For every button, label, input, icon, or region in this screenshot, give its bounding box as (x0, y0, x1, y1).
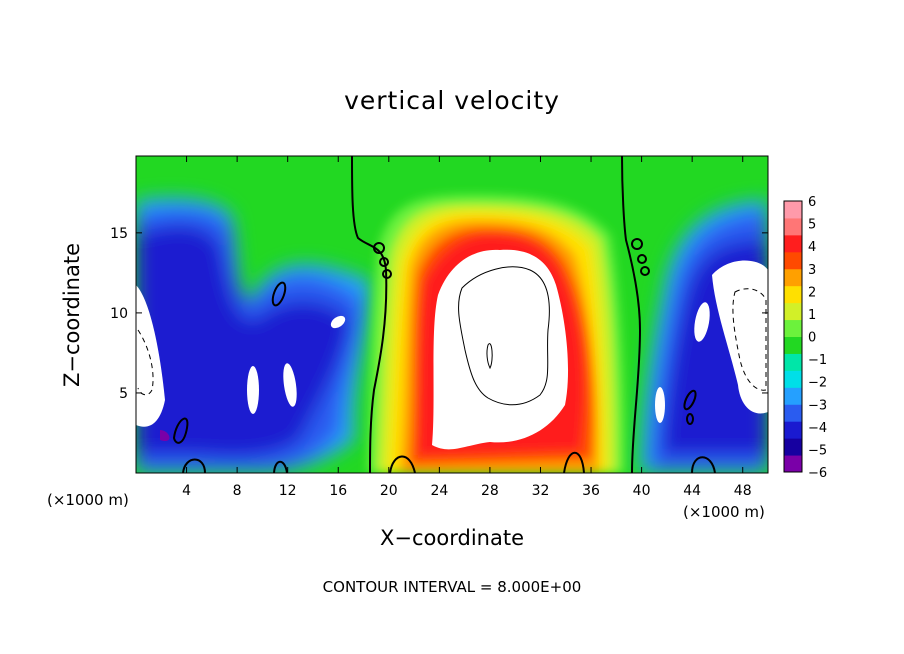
plot-frame (135, 155, 769, 474)
x-tick-label: 48 (734, 483, 752, 499)
colorbar-swatch (784, 336, 802, 354)
colorbar-swatch (784, 387, 802, 405)
colorbar-tick-label: −1 (808, 353, 827, 368)
colorbar-tick-label: −3 (808, 398, 827, 413)
x-tick-label: 40 (633, 483, 651, 499)
x-tick-label: 12 (279, 483, 297, 499)
y-tick-label: 10 (110, 306, 128, 322)
contour-interval-label: CONTOUR INTERVAL = 8.000E+00 (322, 578, 582, 596)
zero-contours (172, 156, 716, 473)
colorbar-swatch (784, 217, 802, 236)
colorbar-swatch (784, 438, 802, 456)
colorbar-tick-label: 3 (808, 263, 816, 278)
colorbar-tick-label: −6 (808, 466, 827, 481)
colorbar-swatch (784, 404, 802, 422)
left-downdraft (136, 197, 371, 473)
x-tick-label: 4 (182, 483, 191, 499)
y-tick-label: 5 (119, 386, 128, 402)
colorbar-tick-label: 2 (808, 285, 816, 300)
left-downdraft-core (136, 285, 346, 442)
colorbar-swatch (784, 353, 802, 371)
colorbar-tick-label: −2 (808, 376, 827, 391)
x-axis-label: X−coordinate (380, 526, 524, 550)
colorbar-swatch (784, 421, 802, 439)
x-tick-label: 24 (430, 483, 448, 499)
velocity-field (136, 156, 768, 473)
x-tick-label: 28 (481, 483, 499, 499)
x-unit-label-right: (×1000 m) (683, 503, 765, 521)
chart-title: vertical velocity (344, 86, 560, 115)
x-tick-label: 16 (329, 483, 347, 499)
colorbar-swatch (784, 302, 802, 321)
x-tick-label: 36 (582, 483, 600, 499)
colorbar-swatch (784, 285, 802, 304)
x-tick-label: 44 (683, 483, 701, 499)
colorbar-swatch (784, 455, 802, 473)
colorbar-frame (783, 200, 803, 473)
colorbar-tick-label: −4 (808, 421, 827, 436)
colorbar-tick-label: 6 (808, 195, 816, 210)
colorbar-swatch (784, 268, 802, 287)
x-tick-label: 8 (233, 483, 242, 499)
right-downdraft-core (655, 260, 768, 423)
colorbar-tick-label: −5 (808, 443, 827, 458)
colorbar-swatch (784, 201, 802, 219)
y-tick-label: 15 (110, 226, 128, 242)
x-unit-label-left: (×1000 m) (47, 491, 129, 509)
x-tick-label: 20 (380, 483, 398, 499)
colorbar-tick-label: 5 (808, 218, 816, 233)
colorbar-tick-label: 4 (808, 240, 816, 255)
colorbar-swatch (784, 370, 802, 388)
colorbar-swatch (784, 251, 802, 270)
x-tick-label: 32 (532, 483, 550, 499)
colorbar-swatch (784, 234, 802, 253)
colorbar-tick-label: 0 (808, 331, 816, 346)
colorbar-swatch (784, 319, 802, 337)
colorbar-tick-label: 1 (808, 308, 816, 323)
colorbar: 6 5 4 3 2 1 0 −1 −2 −3 −4 −5 −6 (783, 195, 827, 481)
